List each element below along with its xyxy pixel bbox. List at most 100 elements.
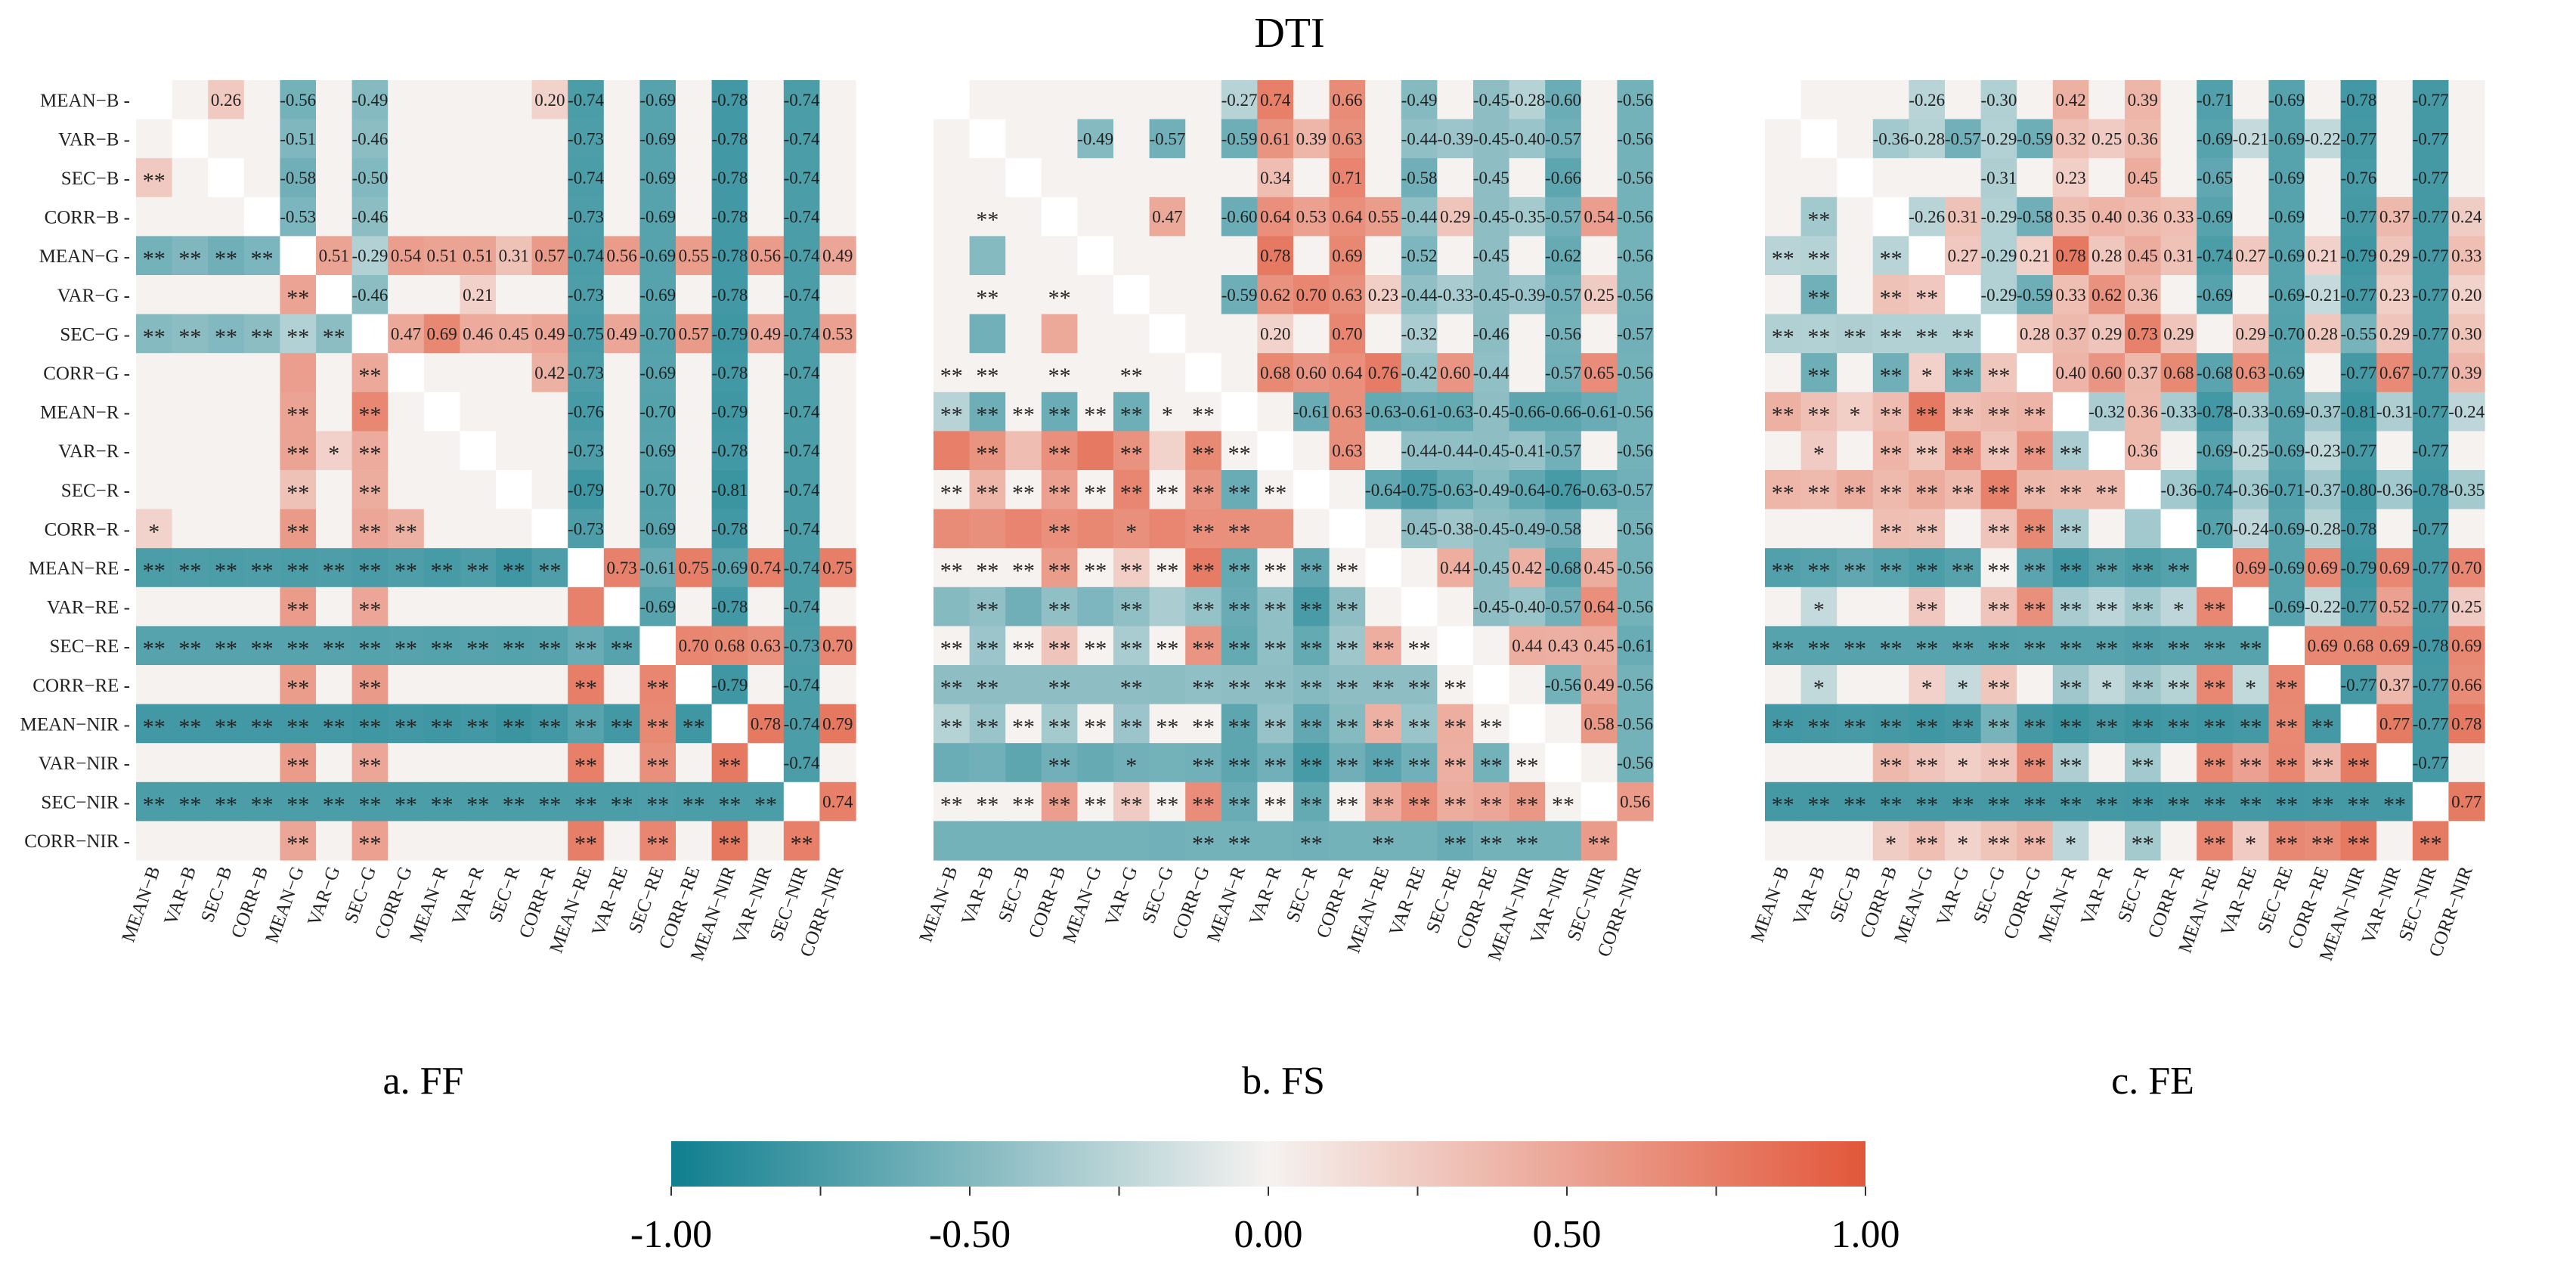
heatmap-cell — [676, 821, 713, 861]
heatmap-cell — [1401, 548, 1438, 588]
column-label: VAR−B — [160, 864, 200, 928]
heatmap-cell — [1257, 781, 1294, 822]
cell-value-label: 0.32 — [2055, 129, 2085, 148]
heatmap-cell — [2160, 586, 2197, 627]
heatmap-cell — [1509, 119, 1546, 159]
heatmap-cell — [1041, 80, 1078, 120]
cell-value-label: 0.51 — [463, 246, 493, 265]
heatmap-cell — [1077, 158, 1114, 198]
column-label: VAR−R — [2077, 864, 2117, 928]
cell-value-label: -0.69 — [2268, 286, 2305, 305]
significance-label: ** — [2060, 481, 2082, 506]
heatmap-cell — [2160, 626, 2197, 666]
heatmap-cell — [351, 548, 389, 588]
heatmap-cell — [1077, 391, 1114, 432]
heatmap-cell — [208, 548, 245, 588]
significance-label: ** — [1084, 636, 1107, 661]
row-label: CORR−RE - — [33, 676, 130, 696]
heatmap-cell — [1945, 431, 1982, 471]
heatmap-cell — [243, 665, 280, 705]
heatmap-cell — [2017, 275, 2054, 315]
significance-label: * — [1885, 831, 1896, 856]
significance-label: ** — [143, 714, 166, 739]
significance-label: * — [1813, 441, 1825, 466]
heatmap-cell — [243, 470, 280, 510]
heatmap-cell — [568, 548, 605, 588]
heatmap-cell — [316, 158, 353, 198]
significance-label: ** — [1552, 793, 1574, 818]
heatmap-cell — [1980, 158, 2017, 198]
significance-label: ** — [1192, 676, 1215, 701]
significance-label: ** — [646, 831, 669, 856]
heatmap-cell — [280, 119, 317, 159]
heatmap-cell — [1909, 431, 1946, 471]
significance-label: ** — [1444, 831, 1466, 856]
heatmap-cell — [1909, 743, 1946, 783]
heatmap-cell — [2160, 431, 2197, 471]
significance-label: ** — [1264, 676, 1286, 701]
heatmap-cell — [2305, 665, 2342, 705]
significance-label: ** — [976, 364, 999, 388]
column-label: MEAN−B — [915, 864, 961, 945]
heatmap-cell — [460, 314, 497, 354]
heatmap-cell — [172, 431, 209, 471]
significance-label: ** — [1300, 793, 1323, 818]
cell-value-label: 0.69 — [426, 324, 457, 343]
heatmap-cell — [1221, 236, 1258, 276]
heatmap-cell — [351, 431, 389, 471]
row-label: VAR−R - — [58, 441, 130, 462]
cell-value-label: -0.39 — [1437, 129, 1473, 148]
significance-label: ** — [503, 714, 525, 739]
cell-value-label: -0.56 — [1617, 559, 1653, 577]
cell-value-label: -0.73 — [568, 519, 604, 538]
heatmap-cell — [1257, 314, 1294, 354]
significance-label: ** — [940, 714, 963, 739]
heatmap-cell — [1617, 431, 1654, 471]
heatmap-cell — [208, 509, 245, 549]
heatmap-cell — [2160, 80, 2197, 120]
heatmap-cell — [2268, 781, 2305, 822]
heatmap-cell — [208, 743, 245, 783]
heatmap-cell — [1945, 275, 1982, 315]
heatmap-cell — [1113, 821, 1150, 861]
heatmap-cell — [388, 80, 425, 120]
cell-value-label: -0.69 — [2268, 169, 2305, 187]
colorbar: -1.00 -0.50 0.00 0.50 1.00 — [630, 1141, 1900, 1256]
heatmap-cell — [2232, 391, 2269, 432]
significance-label: ** — [2060, 519, 2082, 544]
cell-value-label: -0.21 — [2233, 129, 2269, 148]
significance-label: ** — [143, 559, 166, 583]
cell-value-label: 0.49 — [606, 324, 636, 343]
heatmap-cell — [1077, 548, 1114, 588]
heatmap-cell — [2305, 431, 2342, 471]
heatmap-cell — [1077, 665, 1114, 705]
cell-value-label: -0.49 — [1077, 129, 1113, 148]
heatmap-cell — [1545, 586, 1582, 627]
cell-value-label: -0.77 — [2413, 403, 2449, 422]
heatmap-cell — [243, 509, 280, 549]
heatmap-cell — [136, 275, 173, 315]
significance-label: ** — [1444, 714, 1466, 739]
heatmap-cell — [388, 781, 425, 822]
significance-label: ** — [286, 286, 309, 311]
cell-value-label: 0.45 — [2128, 246, 2158, 265]
heatmap-cell — [351, 158, 389, 198]
heatmap-cell — [1765, 548, 1802, 588]
heatmap-cell — [280, 314, 317, 354]
significance-label: ** — [1156, 559, 1178, 583]
significance-label: ** — [1987, 481, 2010, 506]
heatmap-cell — [933, 158, 971, 198]
heatmap-cell — [2125, 704, 2162, 744]
heatmap-cell — [2160, 197, 2197, 237]
cell-value-label: -0.78 — [2340, 91, 2376, 110]
heatmap-cell — [2305, 275, 2342, 315]
heatmap-cell — [969, 626, 1006, 666]
heatmap-cell — [2305, 821, 2342, 861]
heatmap-cell — [1221, 275, 1258, 315]
cell-value-label: -0.64 — [1509, 481, 1545, 500]
heatmap-cell — [1909, 119, 1946, 159]
significance-label: ** — [1807, 793, 1830, 818]
heatmap-cell — [1617, 80, 1654, 120]
heatmap-cell — [933, 80, 971, 120]
heatmap-cell — [2448, 391, 2485, 432]
